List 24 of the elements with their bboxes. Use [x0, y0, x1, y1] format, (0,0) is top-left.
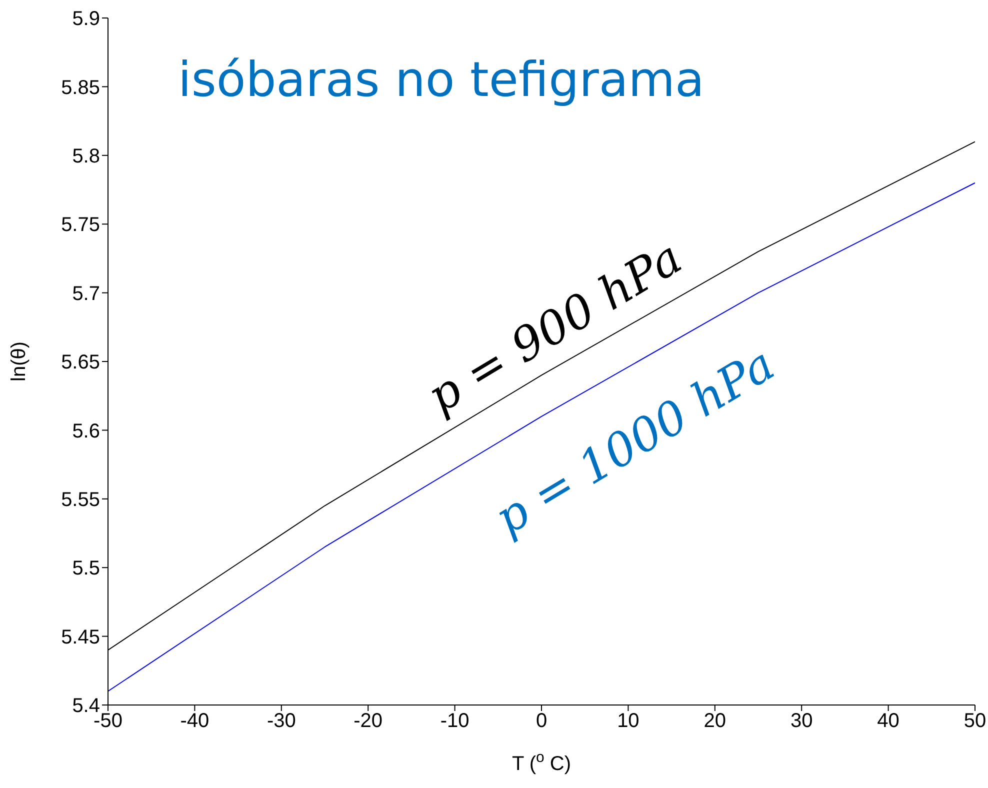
y-tick-label: 5.4 [72, 695, 100, 718]
y-tick-label: 5.55 [61, 489, 100, 511]
y-tick-label: 5.85 [61, 76, 100, 99]
y-tick-label: 5.8 [72, 146, 100, 168]
x-axis-title: T ($^{o}$ C) [512, 748, 572, 775]
x-tick-label: 0 [536, 710, 548, 732]
y-tick-label: 5.45 [61, 626, 100, 648]
y-axis-title: ln(θ) [8, 341, 30, 382]
x-tick-label: 10 [617, 710, 640, 732]
x-tick-label: -40 [180, 710, 210, 732]
x-tick-label: 30 [790, 710, 813, 732]
y-tick-label: 5.75 [61, 214, 100, 236]
y-tick-label: 5.5 [72, 558, 100, 580]
y-tick-label: 5.9 [72, 8, 100, 30]
y-tick-label: 5.65 [61, 352, 100, 374]
x-tick-label: 20 [704, 710, 726, 732]
x-tick-label: 40 [877, 710, 900, 732]
x-tick-label: 50 [964, 710, 986, 732]
y-tick-label: 5.7 [72, 282, 100, 305]
x-tick-label: -20 [354, 710, 383, 732]
text: isóbaras no tefigrama [178, 52, 704, 108]
x-tick-label: -30 [266, 710, 296, 732]
y-tick-label: 5.6 [72, 420, 100, 442]
x-tick-label: -10 [440, 710, 470, 732]
